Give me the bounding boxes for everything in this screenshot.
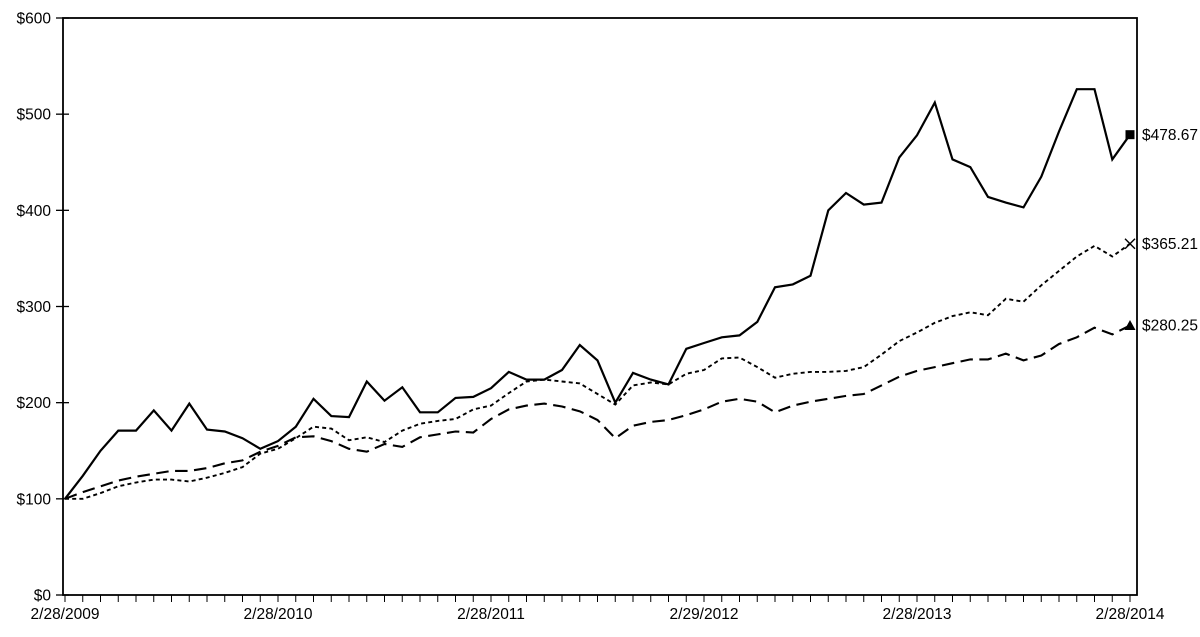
y-axis-tick-label: $200 xyxy=(17,395,52,412)
long-dash-series-line xyxy=(64,324,1131,500)
solid-series-line xyxy=(64,88,1131,500)
x-axis-year-label: 2/28/2010 xyxy=(244,606,313,623)
y-axis-tick-label: $500 xyxy=(17,107,52,124)
x-axis-year-label: 2/28/2014 xyxy=(1096,606,1165,623)
end-marker-triangle-icon xyxy=(1124,319,1136,330)
short-dash-series-end-value-label: $365.21 xyxy=(1142,236,1198,253)
solid-series-end-value-label: $478.67 xyxy=(1142,127,1198,144)
y-axis-tick-label: $300 xyxy=(17,299,52,316)
y-axis-tick-label: $0 xyxy=(34,588,52,605)
end-marker-square-icon xyxy=(1125,130,1135,140)
y-axis-tick-label: $100 xyxy=(17,491,52,508)
long-dash-series-end-value-label: $280.25 xyxy=(1142,318,1198,335)
plot-frame xyxy=(62,17,1138,596)
x-axis-year-label: 2/28/2013 xyxy=(883,606,952,623)
y-axis-tick-label: $600 xyxy=(17,11,52,28)
end-marker-x-icon xyxy=(1124,238,1136,250)
x-axis-year-label: 2/29/2012 xyxy=(670,606,739,623)
x-axis-year-label: 2/28/2011 xyxy=(457,606,525,623)
y-axis-tick-label: $400 xyxy=(17,203,52,220)
short-dash-series-line xyxy=(65,243,1131,500)
x-axis-year-label: 2/28/2009 xyxy=(31,606,100,623)
